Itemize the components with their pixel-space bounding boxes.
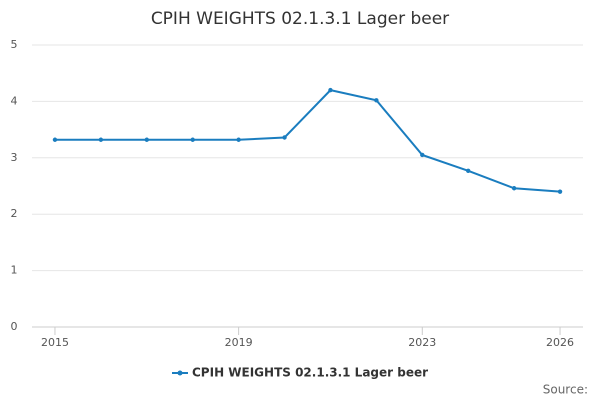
- legend-marker: [177, 370, 183, 376]
- point: [236, 137, 241, 142]
- point: [190, 137, 195, 142]
- y-tick-label: 3: [11, 151, 18, 164]
- x-tick-label: 2023: [408, 336, 436, 349]
- series-line: [54, 89, 561, 193]
- point: [557, 189, 563, 194]
- point: [328, 87, 333, 93]
- x-tick-label: 2026: [546, 336, 574, 349]
- y-tick-label: 1: [11, 264, 18, 277]
- point: [511, 186, 517, 191]
- x-tick-label: 2015: [41, 336, 69, 349]
- y-tick-label: 0: [11, 320, 18, 333]
- x-tick-label: 2019: [225, 336, 253, 349]
- point: [420, 152, 425, 158]
- y-tick-label: 4: [11, 94, 18, 107]
- point: [282, 135, 287, 140]
- point: [98, 137, 104, 142]
- legend-label: CPIH WEIGHTS 02.1.3.1 Lager beer: [192, 366, 428, 380]
- point: [374, 98, 379, 103]
- point: [52, 137, 58, 142]
- y-tick-label: 5: [11, 38, 18, 51]
- chart-title: CPIH WEIGHTS 02.1.3.1 Lager beer: [151, 9, 449, 29]
- point: [144, 137, 149, 142]
- point: [466, 168, 471, 173]
- y-tick-label: 2: [11, 207, 18, 220]
- source: Source:: [543, 383, 588, 397]
